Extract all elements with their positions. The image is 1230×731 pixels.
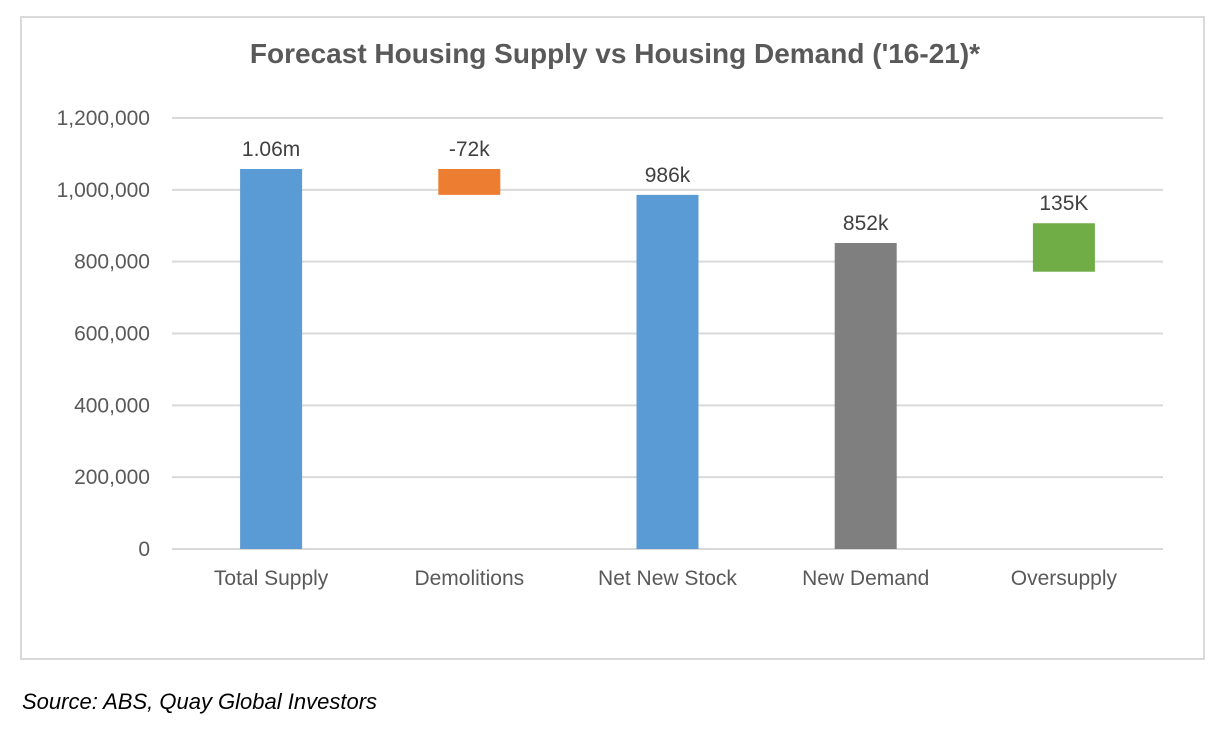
bar-oversupply	[1032, 223, 1095, 272]
y-tick-label: 1,200,000	[57, 107, 150, 130]
x-tick-label: New Demand	[802, 567, 929, 590]
bar-net-new-stock	[636, 194, 699, 549]
chart-frame	[20, 16, 1205, 660]
y-tick-label: 400,000	[74, 394, 150, 417]
bar-demolitions	[438, 169, 501, 195]
x-tick-label: Net New Stock	[598, 567, 737, 590]
x-tick-label: Total Supply	[214, 567, 329, 590]
y-tick-label: 200,000	[74, 466, 150, 489]
chart-title: Forecast Housing Supply vs Housing Deman…	[249, 38, 981, 69]
data-label: -72k	[449, 138, 490, 161]
data-label: 1.06m	[242, 138, 300, 161]
y-tick-label: 1,000,000	[57, 179, 150, 202]
y-tick-label: 800,000	[74, 251, 150, 274]
source-note: Source: ABS, Quay Global Investors	[22, 689, 378, 714]
y-tick-label: 0	[138, 538, 150, 561]
x-tick-label: Oversupply	[1011, 567, 1118, 590]
data-label: 852k	[843, 212, 889, 235]
x-tick-label: Demolitions	[414, 567, 524, 590]
bar-new-demand	[834, 242, 897, 550]
data-label: 986k	[645, 164, 691, 187]
data-label: 135K	[1039, 192, 1088, 215]
bar-total-supply	[240, 169, 303, 550]
y-tick-label: 600,000	[74, 323, 150, 346]
